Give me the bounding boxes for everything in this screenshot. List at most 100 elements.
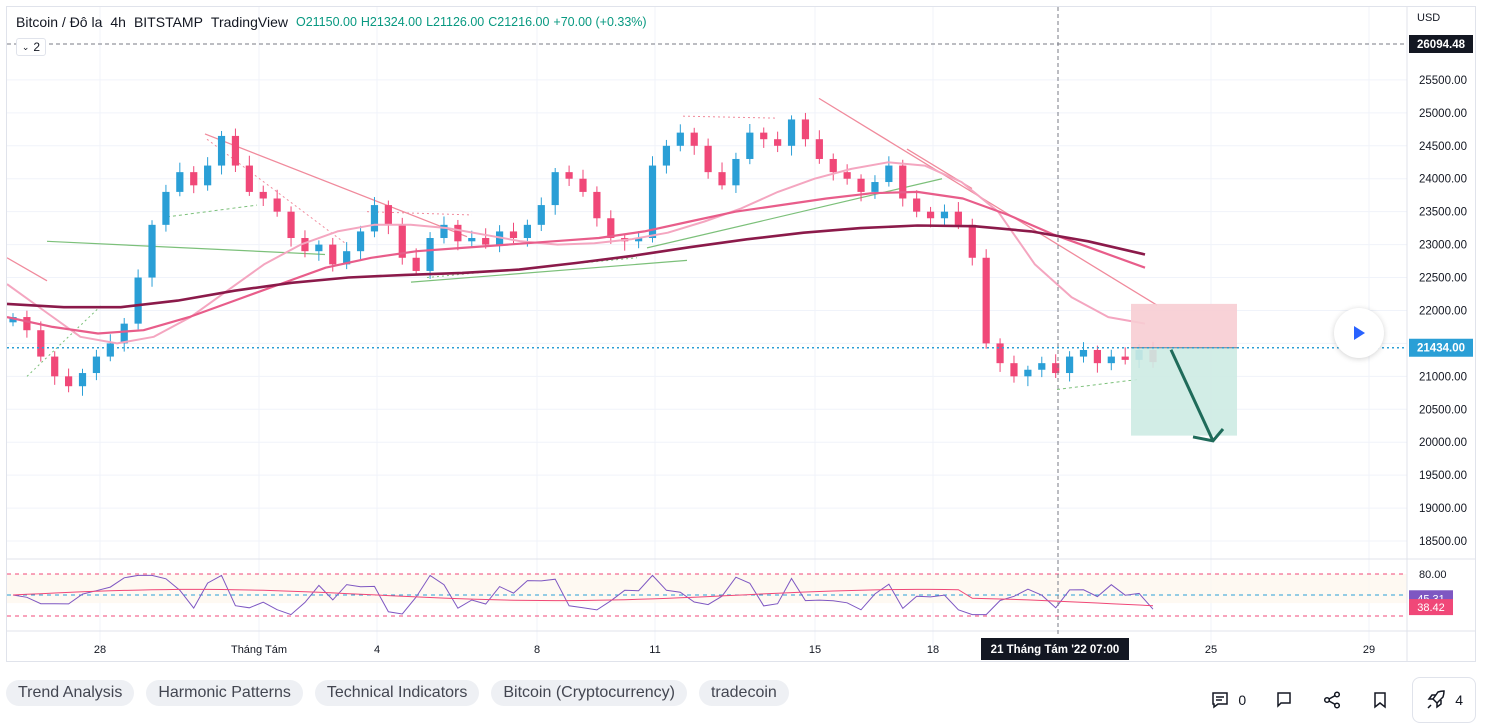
bookmark-button[interactable] bbox=[1356, 678, 1404, 722]
y-tick-label: 20500.00 bbox=[1419, 404, 1467, 416]
close-value: C21216.00 bbox=[488, 15, 550, 29]
rsi-band bbox=[7, 574, 1407, 604]
comment-icon bbox=[1212, 692, 1229, 709]
candle-body bbox=[329, 244, 337, 265]
candle-body bbox=[162, 191, 170, 225]
candle-body bbox=[468, 238, 476, 242]
crosshair-time-label-bg bbox=[981, 638, 1129, 660]
ema-mid-line bbox=[7, 190, 1146, 335]
candle-body bbox=[315, 244, 323, 252]
ema-slow-line bbox=[7, 224, 1146, 309]
candle-body bbox=[356, 231, 365, 252]
source-label: TradingView bbox=[210, 14, 288, 30]
currency-label: USD bbox=[1417, 12, 1441, 24]
trend-line bbox=[7, 257, 48, 282]
rsi-pane: 80.0045.3138.42 bbox=[7, 569, 1453, 617]
candle-body bbox=[690, 132, 698, 146]
y-tick-label: 21000.00 bbox=[1419, 371, 1467, 383]
boost-button[interactable]: 4 bbox=[1412, 677, 1476, 723]
candle-body bbox=[676, 132, 684, 146]
chevron-down-icon: ⌄ bbox=[21, 41, 30, 52]
trend-line bbox=[682, 115, 778, 119]
candle-body bbox=[982, 257, 990, 344]
price-chart[interactable]: 80.0045.3138.42 25500.00 25000.00 24500.00… bbox=[7, 7, 1475, 661]
crosshair-time-label: 21 Tháng Tám '22 07:00 bbox=[991, 644, 1120, 656]
candle-body bbox=[968, 224, 976, 258]
candle-body bbox=[176, 172, 184, 192]
candle-body bbox=[9, 317, 17, 323]
candle-body bbox=[774, 139, 782, 146]
candle-body bbox=[412, 257, 420, 271]
candle-body bbox=[65, 376, 73, 387]
tag-tradecoin[interactable]: tradecoin bbox=[698, 680, 789, 706]
drawing-overlays bbox=[7, 97, 1158, 391]
crosshair-price-label: 26094.48 bbox=[1417, 39, 1466, 51]
rsi-signal-label: 38.42 bbox=[1417, 602, 1445, 614]
candle-body bbox=[190, 172, 198, 186]
idea-tags: Trend Analysis Harmonic Patterns Technic… bbox=[6, 680, 789, 706]
y-tick-label: 22000.00 bbox=[1419, 305, 1467, 317]
take-profit-zone bbox=[1131, 347, 1237, 436]
down-arrow bbox=[1169, 349, 1215, 442]
open-value: O21150.00 bbox=[295, 15, 357, 29]
candle-body bbox=[23, 317, 31, 331]
axes: 25500.00 25000.00 24500.00 24000.00 23500.00… bbox=[7, 7, 1475, 661]
tag-harmonic-patterns[interactable]: Harmonic Patterns bbox=[146, 680, 303, 706]
candle-body bbox=[635, 238, 643, 242]
candle-body bbox=[1024, 369, 1032, 377]
symbol-name[interactable]: Bitcoin / Đô la bbox=[16, 14, 103, 30]
candle-body bbox=[1065, 356, 1074, 374]
candle-body bbox=[537, 205, 545, 225]
x-tick-label: 4 bbox=[374, 644, 380, 656]
indicators-toggle-button[interactable]: ⌄ 2 bbox=[16, 38, 46, 56]
interval-label: 4h bbox=[110, 14, 126, 30]
candle-body bbox=[815, 139, 823, 159]
y-tick-label: 25000.00 bbox=[1419, 108, 1467, 120]
reply-button[interactable] bbox=[1260, 678, 1308, 722]
last-price-label: 21434.00 bbox=[1417, 343, 1465, 355]
share-button[interactable] bbox=[1308, 678, 1356, 722]
candle-body bbox=[454, 224, 462, 242]
low-value: L21126.00 bbox=[426, 15, 485, 29]
y-tick-label: 24000.00 bbox=[1419, 174, 1467, 186]
candle-body bbox=[273, 198, 281, 212]
comments-button[interactable]: 0 bbox=[1196, 678, 1260, 722]
tag-bitcoin[interactable]: Bitcoin (Cryptocurrency) bbox=[491, 680, 687, 706]
candle-body bbox=[801, 119, 810, 140]
candle-body bbox=[607, 218, 615, 239]
tag-trend-analysis[interactable]: Trend Analysis bbox=[6, 680, 135, 706]
candle-body bbox=[718, 172, 726, 186]
chart-frame[interactable]: 80.0045.3138.42 25500.00 25000.00 24500.00… bbox=[6, 6, 1476, 662]
candle-body bbox=[92, 356, 101, 374]
x-tick-label: 29 bbox=[1363, 644, 1375, 656]
candle-body bbox=[954, 211, 962, 225]
boosts-count: 4 bbox=[1455, 692, 1463, 708]
crosshair-price-label-bg bbox=[1409, 35, 1473, 53]
candle-body bbox=[51, 356, 59, 377]
y-tick-label: 19000.00 bbox=[1419, 503, 1467, 515]
trend-line bbox=[818, 97, 1158, 306]
candle-body bbox=[843, 172, 851, 179]
x-tick-label: Tháng Tám bbox=[231, 644, 287, 656]
y-tick-label: 22500.00 bbox=[1419, 273, 1467, 285]
candle-body bbox=[134, 277, 142, 324]
candle-body bbox=[398, 224, 406, 258]
candle-body bbox=[704, 145, 712, 173]
rsi-signal-line bbox=[12, 588, 1154, 607]
candle-body bbox=[1079, 349, 1088, 357]
candle-body bbox=[440, 224, 448, 239]
trend-line bbox=[204, 133, 468, 238]
y-tick-label: 23500.00 bbox=[1419, 207, 1467, 219]
down-arrow-head bbox=[1192, 428, 1225, 443]
candle-body bbox=[384, 205, 392, 225]
candle-body bbox=[426, 238, 434, 271]
candle-body bbox=[662, 145, 671, 166]
candle-body bbox=[579, 178, 587, 192]
trend-line bbox=[1056, 379, 1138, 391]
tag-technical-indicators[interactable]: Technical Indicators bbox=[314, 680, 480, 706]
short-position-tool[interactable] bbox=[1131, 303, 1237, 443]
candle-body bbox=[106, 343, 114, 357]
play-button[interactable] bbox=[1334, 308, 1384, 358]
indicators-count: 2 bbox=[33, 40, 41, 54]
candle-body bbox=[885, 165, 893, 183]
